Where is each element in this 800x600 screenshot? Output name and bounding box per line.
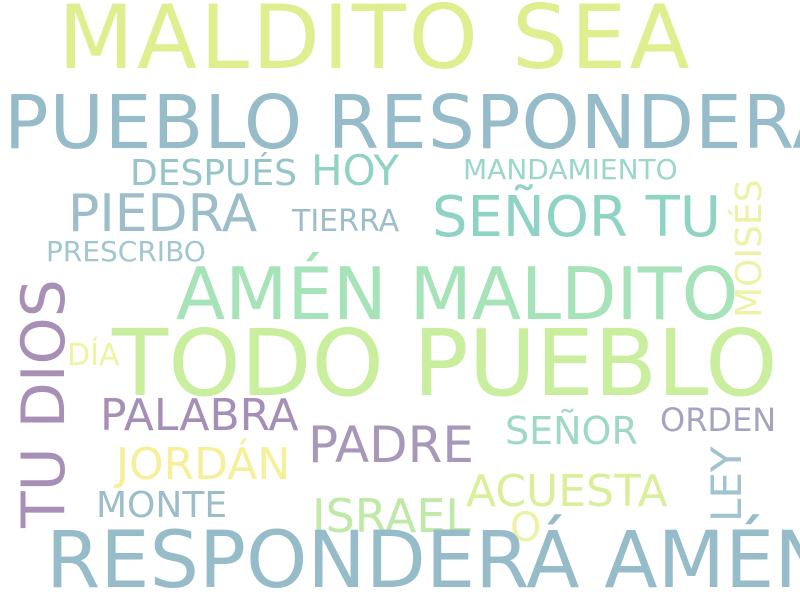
word-despues: DESPUÉS [130,153,297,194]
word-amen-maldito: AMÉN MALDITO [176,252,739,336]
word-jordan: JORDÁN [116,439,291,490]
word-pueblo-respondera: PUEBLO RESPONDERÁ [4,80,800,166]
word-orden: ORDEN [660,401,777,439]
word-todo-pueblo: TODO PUEBLO [112,310,778,417]
word-acuesta: ACUESTA [466,466,668,517]
word-israel: ISRAEL [312,489,472,543]
word-monte: MONTE [96,485,228,526]
word-senor: SEÑOR [505,409,638,453]
word-palabra: PALABRA [100,390,299,441]
word-dia: DÍA [67,338,120,373]
word-maldito-sea: MALDITO SEA [58,0,693,89]
word-piedra: PIEDRA [68,184,258,244]
word-hoy: HOY [311,146,399,195]
word-tierra: TIERRA [292,204,400,239]
word-mandamiento: MANDAMIENTO [463,153,678,186]
word-ley: LEY [702,446,751,522]
word-padre: PADRE [308,416,474,474]
word-o: O [510,505,542,551]
word-respondera-amen: RESPONDERÁ AMÉN [46,516,800,600]
word-tu-dios: TU DIOS [9,279,79,528]
word-prescribo: PRESCRIBO [46,235,206,268]
word-senor-tu: SEÑOR TU [432,185,721,250]
